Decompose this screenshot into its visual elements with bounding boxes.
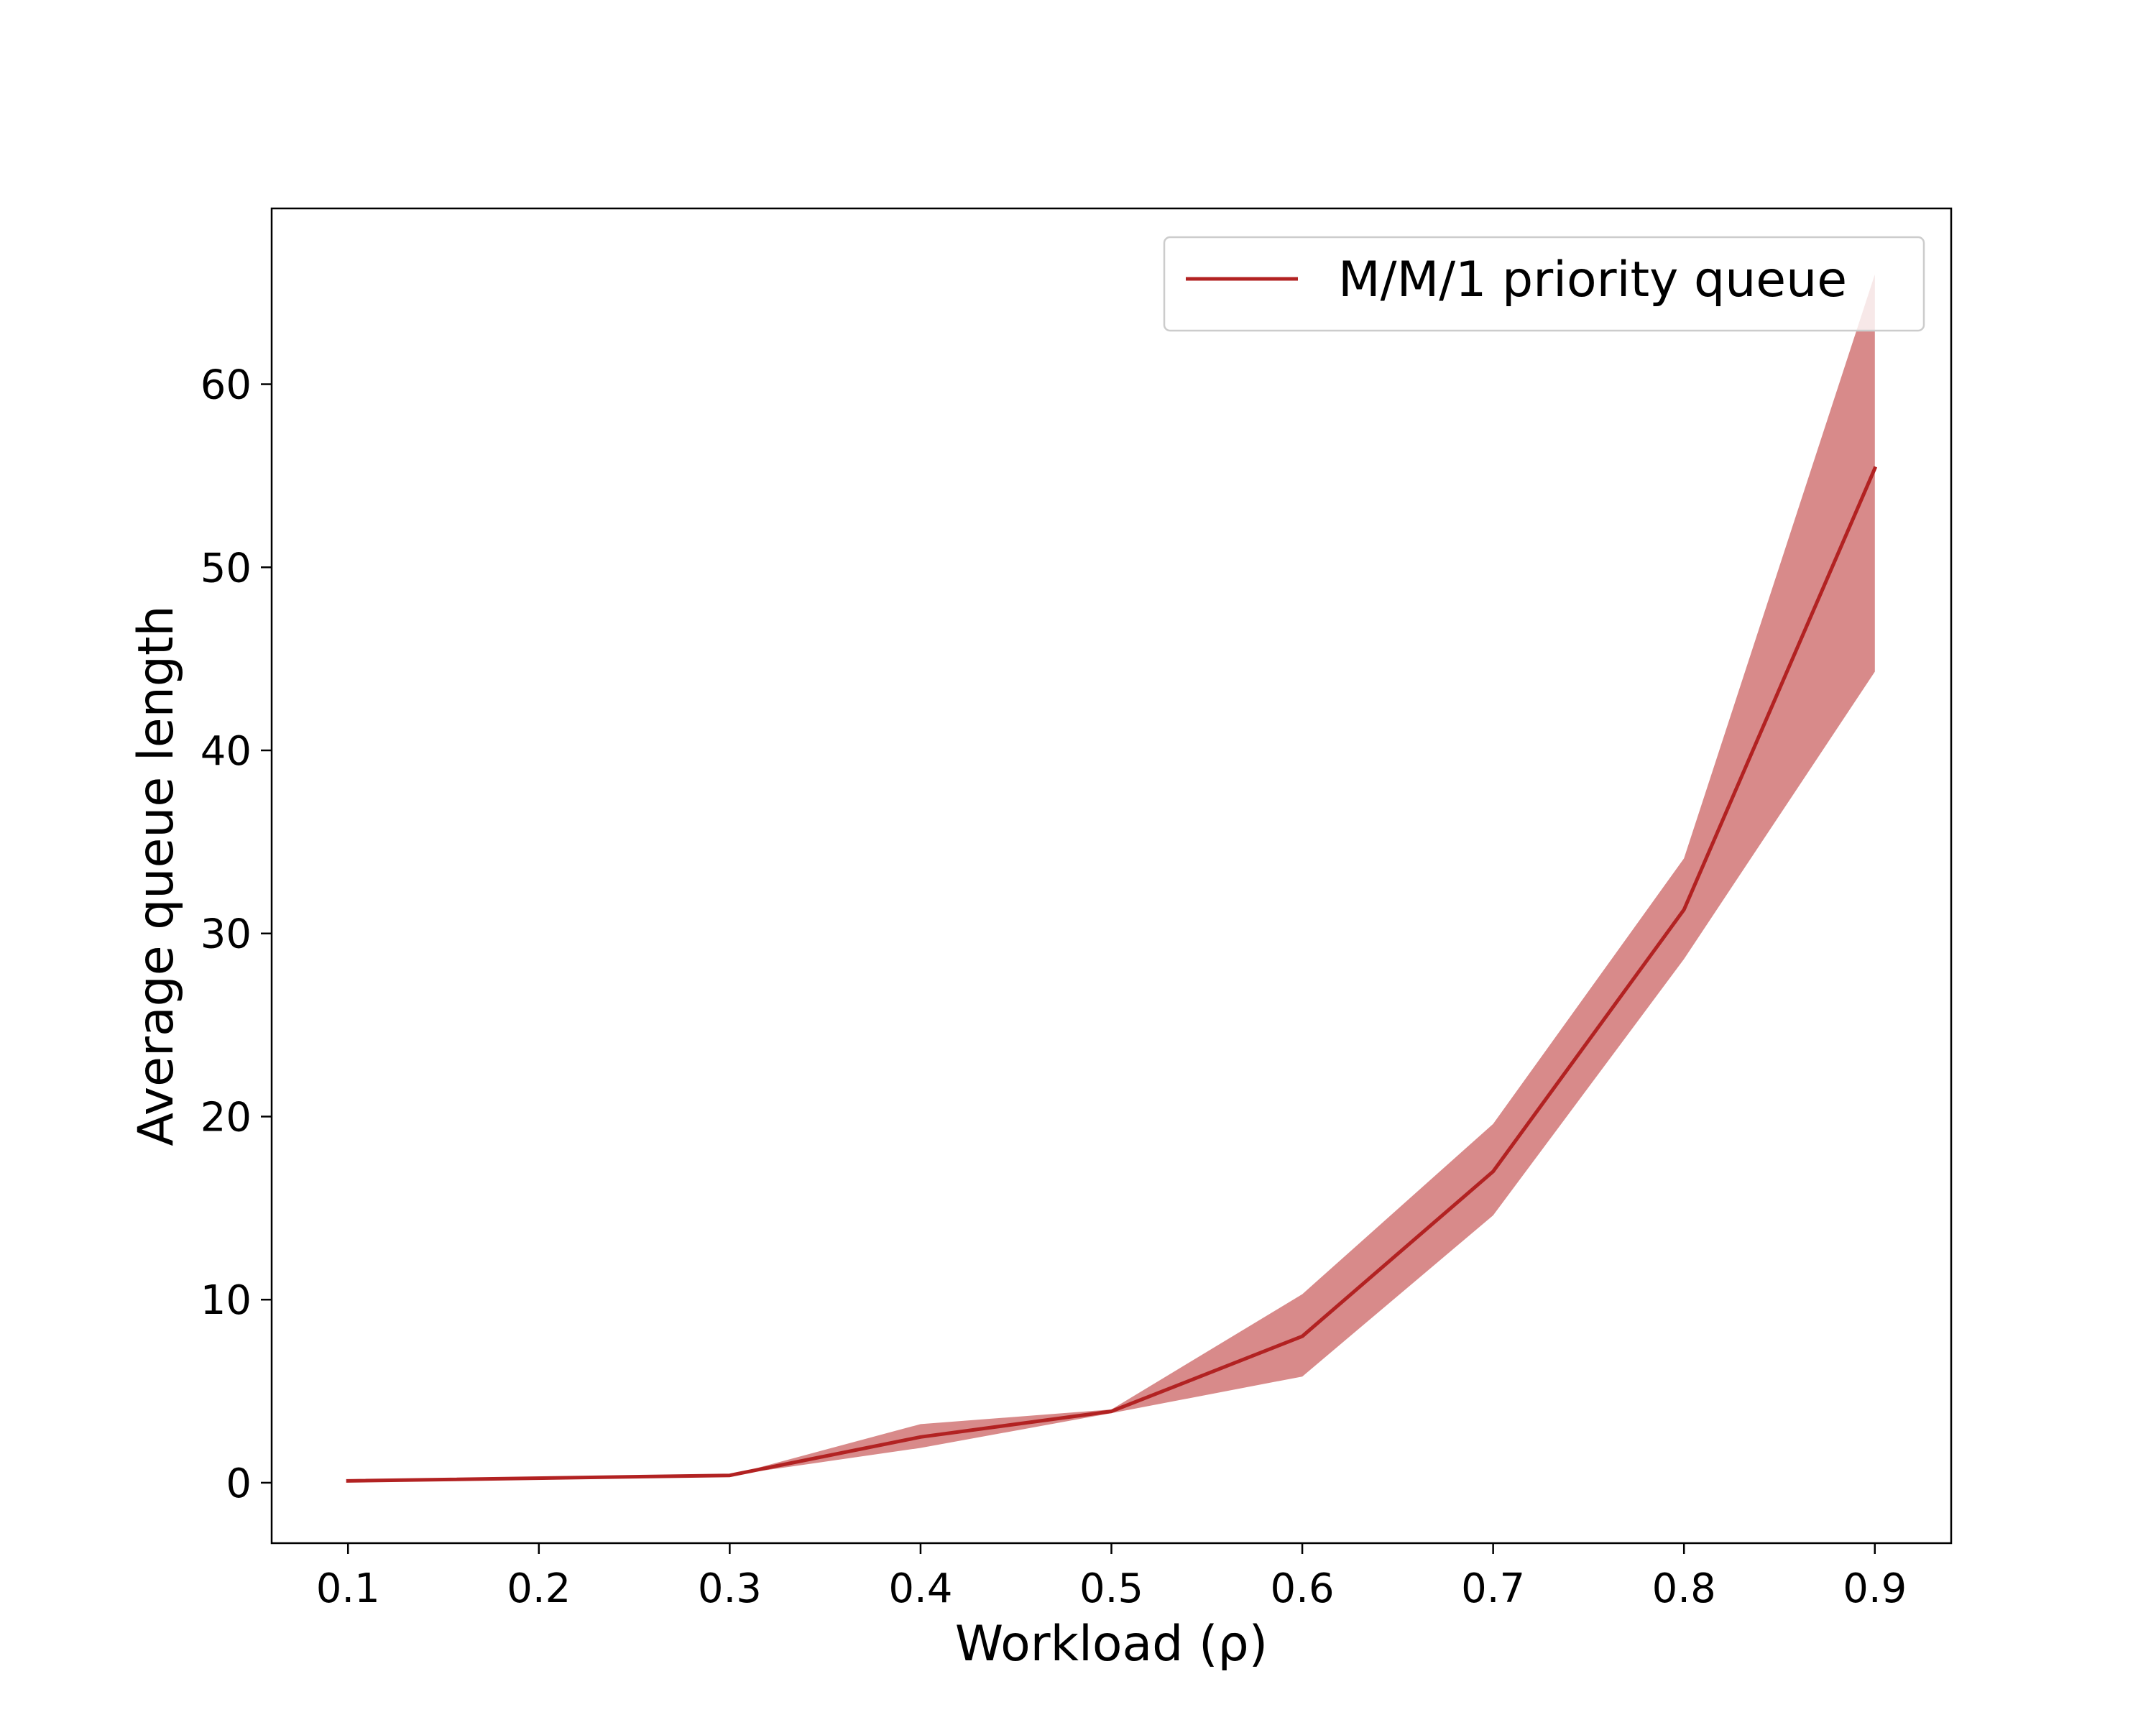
x-tick-label: 0.2 <box>507 1565 571 1612</box>
x-tick-label: 0.6 <box>1271 1565 1335 1612</box>
y-tick-label: 40 <box>201 728 252 775</box>
legend: M/M/1 priority queue <box>1163 236 1925 332</box>
y-axis-label: Average queue length <box>128 605 185 1146</box>
x-axis-label: Workload (ρ) <box>955 1616 1268 1673</box>
x-axis-ticks: 0.1 0.2 0.3 0.4 0.5 0.6 0.7 0.8 0.9 <box>316 1543 1907 1612</box>
confidence-band-layer <box>348 274 1875 1481</box>
x-tick-label: 0.5 <box>1079 1565 1143 1612</box>
y-tick-label: 0 <box>226 1460 252 1507</box>
legend-label: M/M/1 priority queue <box>1338 252 1847 308</box>
x-tick-label: 0.3 <box>698 1565 762 1612</box>
y-tick-label: 30 <box>201 911 252 958</box>
x-tick-label: 0.4 <box>888 1565 952 1612</box>
confidence-band <box>348 274 1875 1481</box>
x-tick-label: 0.8 <box>1652 1565 1716 1612</box>
y-tick-label: 50 <box>201 545 252 592</box>
y-tick-label: 10 <box>201 1277 252 1324</box>
y-tick-label: 20 <box>201 1094 252 1141</box>
series-line-layer <box>346 466 1878 1483</box>
legend-box <box>1163 236 1925 332</box>
y-tick-label: 60 <box>201 362 252 409</box>
y-axis-ticks: 0 10 20 30 40 50 60 <box>201 362 272 1507</box>
x-tick-label: 0.1 <box>316 1565 380 1612</box>
x-tick-label: 0.7 <box>1461 1565 1525 1612</box>
x-tick-label: 0.9 <box>1843 1565 1907 1612</box>
series-line <box>346 466 1878 1483</box>
